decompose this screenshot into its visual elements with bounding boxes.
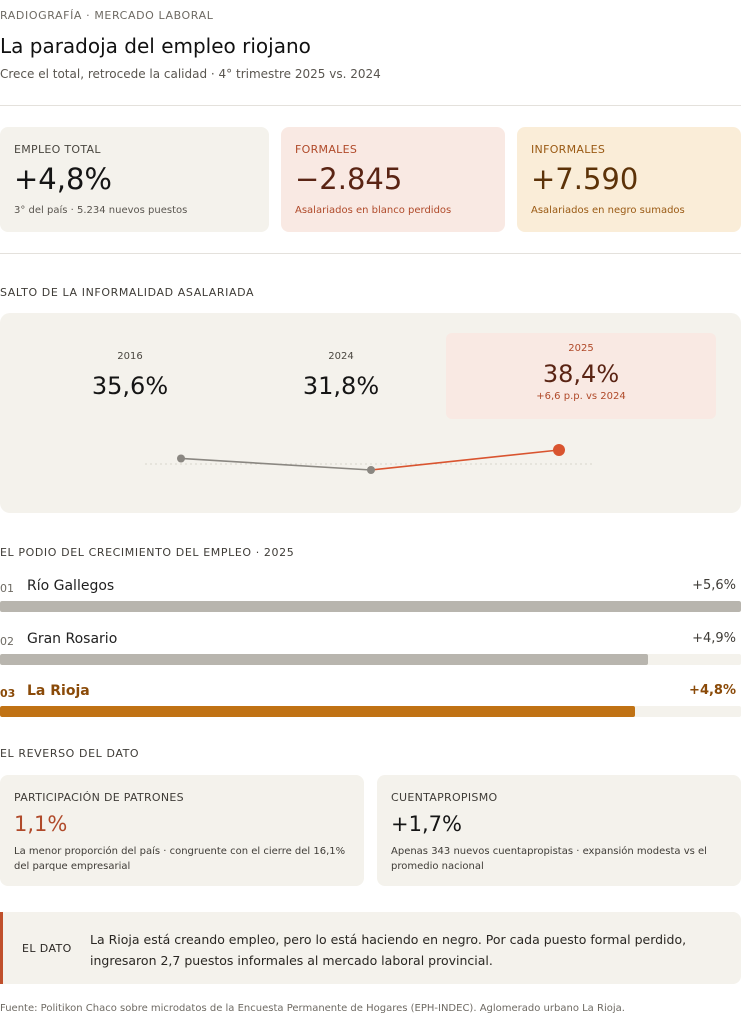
kpi-label: INFORMALES bbox=[531, 143, 606, 156]
inf-value: 35,6% bbox=[91, 372, 169, 400]
kpi-value: +7.590 bbox=[531, 162, 639, 196]
inf-delta: +6,6 p.p. vs 2024 bbox=[536, 391, 626, 402]
kpi-note: 3° del país · 5.234 nuevos puestos bbox=[14, 204, 188, 216]
point-2025 bbox=[553, 444, 565, 456]
card-label: PARTICIPACIÓN DE PATRONES bbox=[14, 791, 184, 804]
inf-year: 2016 bbox=[117, 351, 143, 362]
bar-02 bbox=[0, 654, 649, 665]
divider bbox=[0, 105, 741, 106]
line-segment-2016-2024 bbox=[180, 457, 372, 471]
bar-track bbox=[0, 706, 741, 717]
rank-value-label: +4,9% bbox=[692, 631, 736, 646]
kpi-note: Asalariados en negro sumados bbox=[531, 204, 685, 216]
card-value: 1,1% bbox=[14, 812, 68, 836]
rank-row: 03 La Rioja +4,8% bbox=[0, 680, 741, 720]
bar-01 bbox=[0, 601, 741, 612]
reverse-section-label: EL REVERSO DEL DATO bbox=[0, 747, 140, 760]
kpi-value: −2.845 bbox=[295, 162, 403, 196]
kpi-label: FORMALES bbox=[295, 143, 358, 156]
informality-line-chart bbox=[145, 444, 595, 474]
inf-2025-highlight: 2025 38,4% +6,6 p.p. vs 2024 bbox=[446, 333, 716, 419]
informality-panel: 2025 38,4% +6,6 p.p. vs 2024 2016 35,6% … bbox=[0, 313, 741, 513]
ranking-section-label: EL PODIO DEL CRECIMIENTO DEL EMPLEO · 20… bbox=[0, 546, 295, 559]
rank-number: 01 bbox=[0, 582, 14, 595]
page-title: La paradoja del empleo riojano bbox=[0, 34, 311, 58]
rank-city-name: La Rioja bbox=[27, 683, 90, 699]
kpi-label: EMPLEO TOTAL bbox=[14, 143, 101, 156]
card-label: CUENTAPROPISMO bbox=[391, 791, 498, 804]
source-note: Fuente: Politikon Chaco sobre microdatos… bbox=[0, 1003, 625, 1014]
rank-value-label: +5,6% bbox=[692, 578, 736, 593]
rank-city-name: Río Gallegos bbox=[27, 578, 115, 594]
card-patrones: PARTICIPACIÓN DE PATRONES 1,1% La menor … bbox=[0, 775, 364, 886]
informality-section-label: SALTO DE LA INFORMALIDAD ASALARIADA bbox=[0, 286, 255, 299]
page-subtitle: Crece el total, retrocede la calidad · 4… bbox=[0, 67, 381, 81]
inf-col-2024: 2024 31,8% bbox=[291, 351, 391, 400]
inf-value: 31,8% bbox=[302, 372, 380, 400]
kpi-note: Asalariados en blanco perdidos bbox=[295, 204, 452, 216]
kpi-value: +4,8% bbox=[14, 162, 112, 196]
point-2016 bbox=[177, 454, 185, 463]
callout-text: La Rioja está creando empleo, pero lo es… bbox=[90, 932, 687, 968]
card-note: La menor proporción del país · congruent… bbox=[14, 846, 346, 872]
kpi-informales: INFORMALES +7.590 Asalariados en negro s… bbox=[517, 127, 741, 232]
rank-number: 02 bbox=[0, 635, 14, 648]
card-note: Apenas 343 nuevos cuentapropistas · expa… bbox=[391, 846, 707, 872]
rank-city-name: Gran Rosario bbox=[27, 631, 118, 647]
callout-label: EL DATO bbox=[22, 942, 72, 955]
kicker: RADIOGRAFÍA · MERCADO LABORAL bbox=[0, 9, 214, 22]
rank-row: 01 Río Gallegos +5,6% bbox=[0, 575, 741, 615]
bar-track bbox=[0, 654, 741, 665]
inf-year: 2025 bbox=[568, 343, 594, 354]
card-cuentapropismo: CUENTAPROPISMO +1,7% Apenas 343 nuevos c… bbox=[377, 775, 741, 886]
card-value: +1,7% bbox=[391, 812, 462, 836]
divider bbox=[0, 253, 741, 254]
bar-03 bbox=[0, 706, 636, 717]
kpi-empleo-total: EMPLEO TOTAL +4,8% 3° del país · 5.234 n… bbox=[0, 127, 269, 232]
point-2024 bbox=[367, 466, 375, 474]
bar-track bbox=[0, 601, 741, 612]
rank-value-label: +4,8% bbox=[689, 683, 736, 698]
inf-col-2016: 2016 35,6% bbox=[80, 351, 180, 400]
inf-year: 2024 bbox=[328, 351, 354, 362]
kpi-formales: FORMALES −2.845 Asalariados en blanco pe… bbox=[281, 127, 505, 232]
el-dato-callout: EL DATO La Rioja está creando empleo, pe… bbox=[0, 912, 741, 984]
rank-row: 02 Gran Rosario +4,9% bbox=[0, 628, 741, 668]
inf-value: 38,4% bbox=[542, 360, 620, 388]
line-segment-2024-2025 bbox=[370, 449, 560, 471]
rank-number: 03 bbox=[0, 687, 16, 700]
